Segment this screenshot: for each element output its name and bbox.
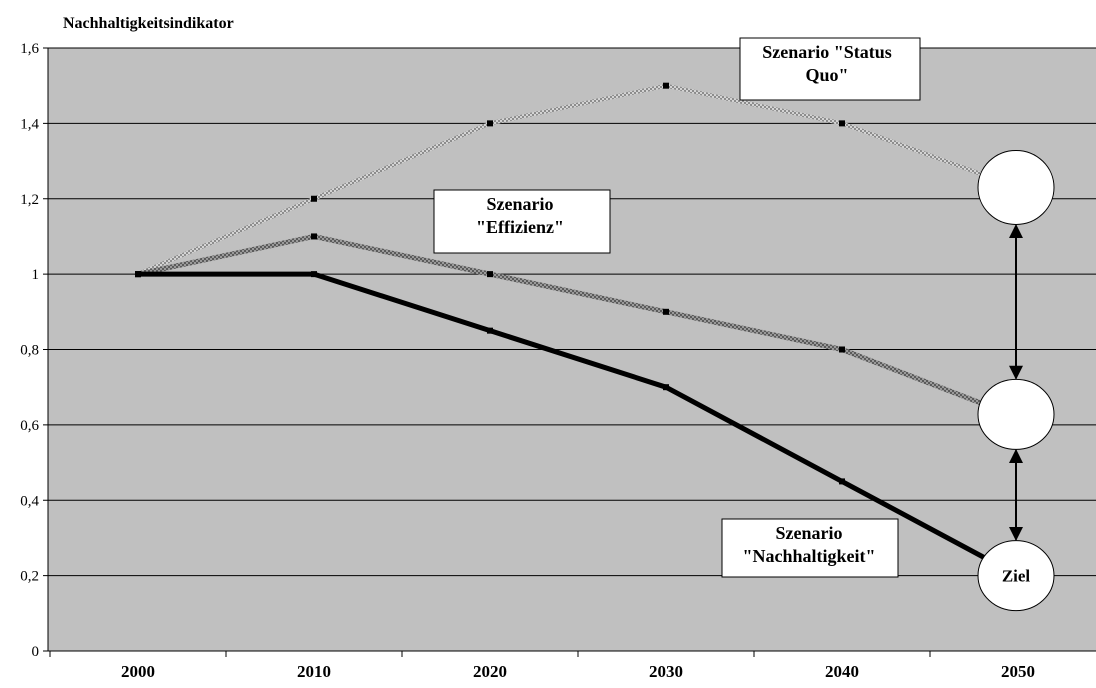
y-tick-label: 0,2 bbox=[20, 569, 39, 585]
annotation-text-status-quo: Quo" bbox=[805, 65, 848, 85]
x-tick-label: 2040 bbox=[825, 662, 859, 681]
annotation-box-status-quo bbox=[739, 37, 921, 101]
endpoint-ellipse-status-quo bbox=[977, 149, 1055, 225]
data-point-nachhaltigkeit bbox=[487, 327, 493, 334]
y-tick-label: 0,6 bbox=[20, 418, 39, 434]
data-point-effizienz bbox=[311, 233, 317, 240]
plot-area: 0 0,2 0,4 0,6 0,8 1 1,2 1,4 1,6 2000 2010 2020 2030 2… bbox=[20, 37, 1096, 681]
y-tick-label: 1,6 bbox=[20, 41, 39, 57]
x-tick-label: 2050 bbox=[1001, 662, 1035, 681]
data-point-status-quo bbox=[839, 120, 845, 127]
y-tick-label: 0,4 bbox=[20, 493, 39, 509]
x-tick-label: 2010 bbox=[297, 662, 331, 681]
annotation-box-effizienz bbox=[433, 189, 611, 254]
data-point-effizienz bbox=[663, 308, 669, 315]
data-point-status-quo bbox=[311, 195, 317, 202]
annotation-text-nachhaltigkeit: Szenario bbox=[776, 523, 843, 543]
annotation-text-status-quo: Szenario "Status bbox=[762, 42, 892, 62]
x-tick-label: 2000 bbox=[121, 662, 155, 681]
series-line-effizienz bbox=[137, 233, 1019, 420]
annotation-text-effizienz: Szenario bbox=[487, 194, 554, 214]
annotation-text-nachhaltigkeit: "Nachhaltigkeit" bbox=[743, 546, 876, 566]
y-tick-label: 1,2 bbox=[20, 192, 39, 208]
data-point-nachhaltigkeit bbox=[663, 384, 669, 391]
series-line-status-quo bbox=[137, 83, 1019, 276]
y-tick-label: 1 bbox=[32, 267, 40, 283]
chart-title: Nachhaltigkeitsindikator bbox=[63, 15, 234, 32]
data-point-status-quo bbox=[487, 120, 493, 127]
y-tick-label: 0 bbox=[32, 644, 40, 660]
series-line-nachhaltigkeit bbox=[138, 271, 1020, 578]
annotation-text-effizienz: "Effizienz" bbox=[476, 217, 564, 237]
data-point-status-quo bbox=[663, 82, 669, 89]
data-point-nachhaltigkeit bbox=[311, 271, 317, 278]
data-point-nachhaltigkeit bbox=[839, 478, 845, 485]
x-tick-label: 2020 bbox=[473, 662, 507, 681]
annotation-box-nachhaltigkeit bbox=[721, 518, 899, 578]
endpoint-ellipse-effizienz bbox=[977, 378, 1055, 450]
y-tick-label: 0,8 bbox=[20, 343, 39, 359]
data-point-nachhaltigkeit bbox=[135, 271, 141, 278]
x-tick-label: 2030 bbox=[649, 662, 683, 681]
data-point-effizienz bbox=[839, 346, 845, 353]
data-point-effizienz bbox=[487, 271, 493, 278]
y-tick-label: 1,4 bbox=[20, 116, 39, 132]
target-label: Ziel bbox=[1002, 567, 1031, 586]
